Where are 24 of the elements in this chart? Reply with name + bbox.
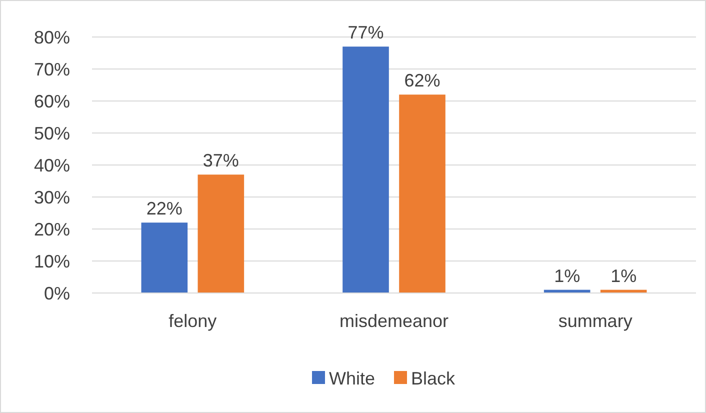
bar bbox=[141, 222, 188, 293]
x-tick-label: felony bbox=[168, 311, 217, 331]
data-label: 77% bbox=[348, 22, 384, 43]
y-tick-label: 70% bbox=[34, 59, 70, 80]
bar bbox=[342, 46, 389, 293]
legend-label: Black bbox=[411, 368, 456, 388]
y-tick-label: 60% bbox=[34, 91, 70, 112]
y-tick-label: 20% bbox=[34, 219, 70, 240]
y-tick-label: 30% bbox=[34, 187, 70, 208]
y-tick-label: 80% bbox=[34, 27, 70, 48]
x-tick-label: summary bbox=[558, 311, 632, 331]
y-tick-label: 0% bbox=[44, 283, 70, 304]
y-tick-label: 10% bbox=[34, 251, 70, 272]
legend-label: White bbox=[329, 368, 376, 388]
bar bbox=[399, 94, 446, 293]
data-label: 1% bbox=[554, 266, 580, 286]
data-label: 37% bbox=[202, 150, 239, 171]
x-tick-label: misdemeanor bbox=[339, 311, 449, 331]
data-label: 62% bbox=[404, 70, 440, 91]
bar bbox=[198, 174, 244, 293]
data-label: 1% bbox=[610, 266, 637, 286]
data-label: 22% bbox=[146, 198, 182, 219]
y-tick-label: 40% bbox=[34, 155, 70, 176]
y-tick-label: 50% bbox=[34, 123, 70, 144]
